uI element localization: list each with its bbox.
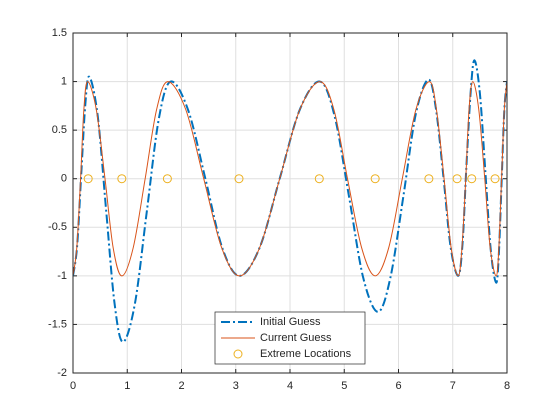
x-tick-label: 7 — [450, 380, 456, 392]
axes-box — [72, 32, 508, 374]
x-tick-label: 8 — [504, 380, 510, 392]
x-tick-label: 5 — [341, 380, 347, 392]
x-tick-label: 0 — [70, 380, 76, 392]
line — [73, 81, 507, 277]
legend-label: Extreme Locations — [260, 348, 352, 360]
y-tick-label: 0 — [61, 173, 67, 185]
legend-label: Current Guess — [260, 332, 332, 344]
marker — [490, 174, 500, 184]
x-tick-label: 6 — [395, 380, 401, 392]
line — [73, 59, 507, 343]
y-tick-label: -1.5 — [48, 318, 67, 330]
marker — [467, 174, 477, 184]
y-tick-label: -0.5 — [48, 221, 67, 233]
marker — [424, 174, 434, 184]
x-tick-label: 4 — [287, 380, 293, 392]
y-tick-label: -2 — [57, 367, 67, 379]
y-tick-label: 0.5 — [52, 124, 67, 136]
marker — [117, 174, 127, 184]
y-tick-label: 1.5 — [52, 27, 67, 39]
marker — [370, 174, 380, 184]
marker — [314, 174, 324, 184]
marker — [234, 174, 244, 184]
marker — [452, 174, 462, 184]
y-tick-label: -1 — [57, 270, 67, 282]
x-tick-label: 2 — [178, 380, 184, 392]
x-tick-label: 3 — [233, 380, 239, 392]
marker — [162, 174, 172, 184]
marker — [83, 174, 93, 184]
legend-label: Initial Guess — [260, 316, 321, 328]
legend-marker — [233, 349, 243, 359]
y-tick-label: 1 — [61, 75, 67, 87]
x-tick-label: 1 — [124, 380, 130, 392]
